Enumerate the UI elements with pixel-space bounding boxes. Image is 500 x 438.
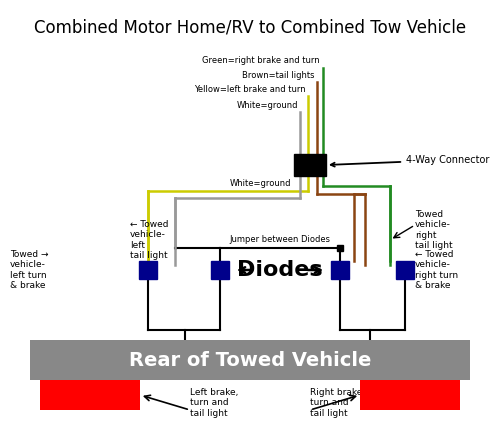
Bar xyxy=(360,380,460,410)
Bar xyxy=(30,340,470,380)
Text: Diodes: Diodes xyxy=(237,260,323,280)
Text: ← Towed
vehicle-
left
tail light: ← Towed vehicle- left tail light xyxy=(130,220,168,260)
Bar xyxy=(40,380,140,410)
Text: White=ground: White=ground xyxy=(236,101,298,110)
Bar xyxy=(396,261,414,279)
Text: Jumper between Diodes: Jumper between Diodes xyxy=(230,235,330,244)
Bar xyxy=(331,261,349,279)
Text: Green=right brake and turn: Green=right brake and turn xyxy=(202,56,320,65)
Text: ← Towed
vehicle-
right turn
& brake: ← Towed vehicle- right turn & brake xyxy=(415,250,458,290)
Bar xyxy=(211,261,229,279)
Text: White=ground: White=ground xyxy=(230,180,291,188)
Text: Yellow=left brake and turn: Yellow=left brake and turn xyxy=(194,85,306,94)
Text: Rear of Towed Vehicle: Rear of Towed Vehicle xyxy=(129,350,371,370)
Text: Left brake,
turn and
tail light: Left brake, turn and tail light xyxy=(190,388,238,418)
Bar xyxy=(294,154,326,176)
Text: Brown=tail lights: Brown=tail lights xyxy=(242,71,315,80)
Text: Right brake,
turn and
tail light: Right brake, turn and tail light xyxy=(310,388,365,418)
Bar xyxy=(139,261,157,279)
Text: 4-Way Connector: 4-Way Connector xyxy=(331,155,490,166)
Text: Towed →
vehicle-
left turn
& brake: Towed → vehicle- left turn & brake xyxy=(10,250,48,290)
Text: Combined Motor Home/RV to Combined Tow Vehicle: Combined Motor Home/RV to Combined Tow V… xyxy=(34,18,466,36)
Text: Towed
vehicle-
right
tail light: Towed vehicle- right tail light xyxy=(415,210,453,250)
